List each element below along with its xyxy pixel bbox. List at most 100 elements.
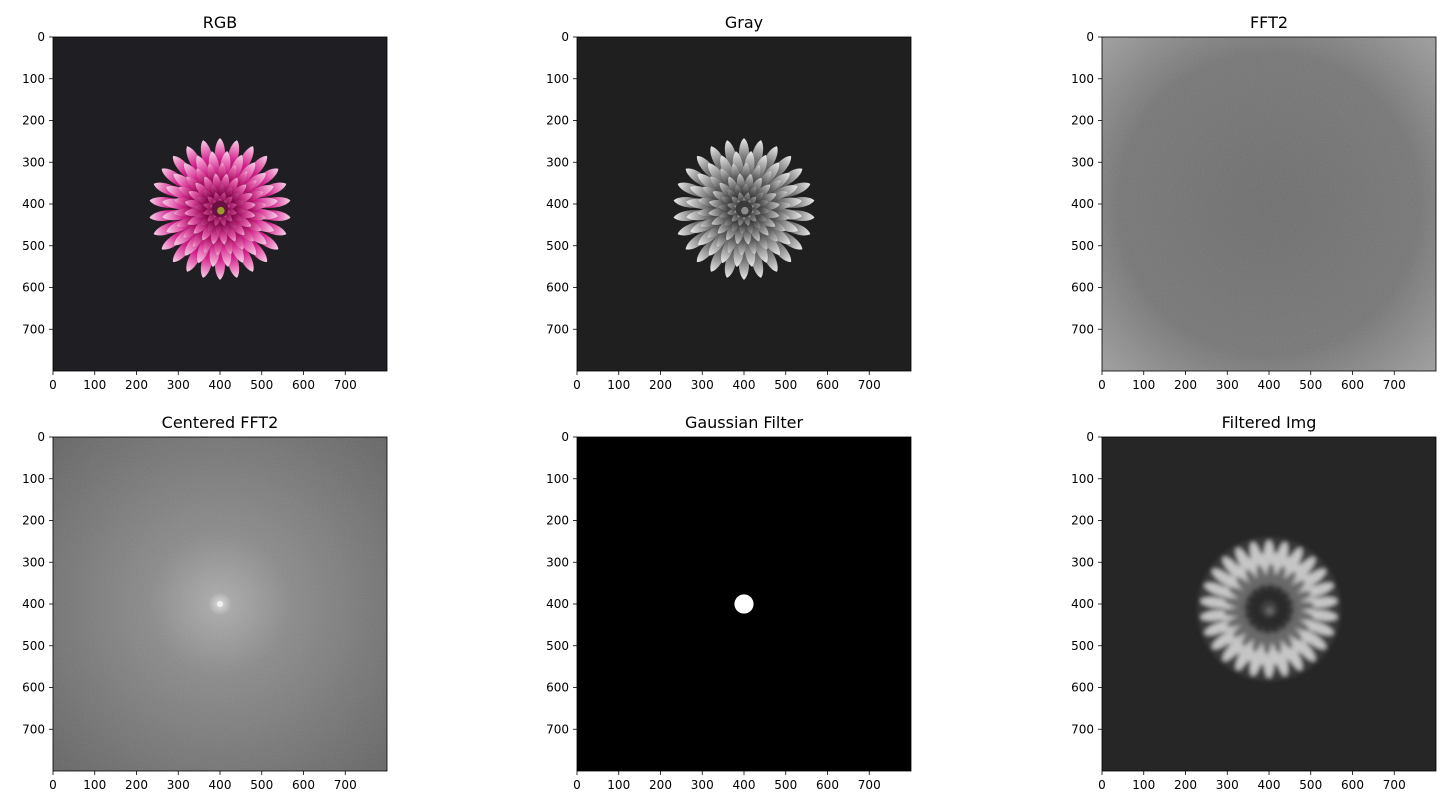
y-tick-label: 400 [22, 597, 45, 611]
x-tick-label: 0 [573, 778, 581, 792]
y-tick-label: 300 [22, 155, 45, 169]
x-tick-label: 300 [1216, 378, 1239, 392]
y-tick-label: 700 [22, 722, 45, 736]
panel-filtered-img: Filtered Img [1222, 413, 1317, 432]
y-tick-label: 300 [546, 555, 569, 569]
x-tick-label: 400 [1258, 378, 1281, 392]
x-tick-label: 300 [1216, 778, 1239, 792]
panel-gaussian-filter: Gaussian Filter [685, 413, 804, 432]
image-content [1102, 437, 1436, 771]
x-tick-label: 200 [125, 378, 148, 392]
y-tick-label: 0 [37, 30, 45, 44]
y-tick-label: 500 [22, 239, 45, 253]
x-tick-label: 300 [691, 778, 714, 792]
x-tick-label: 700 [858, 778, 881, 792]
image-content [577, 37, 911, 371]
panel-title: Gaussian Filter [685, 413, 804, 432]
y-tick-label: 200 [546, 514, 569, 528]
y-tick-label: 500 [546, 239, 569, 253]
y-tick-label: 200 [22, 514, 45, 528]
x-tick-label: 100 [83, 378, 106, 392]
y-tick-label: 200 [1071, 514, 1094, 528]
x-tick-label: 700 [858, 378, 881, 392]
y-tick-label: 100 [546, 472, 569, 486]
x-tick-label: 400 [209, 378, 232, 392]
panel-title: RGB [203, 13, 238, 32]
y-tick-label: 700 [1071, 322, 1094, 336]
y-tick-label: 0 [37, 430, 45, 444]
y-tick-label: 200 [546, 114, 569, 128]
y-tick-label: 400 [546, 597, 569, 611]
y-tick-label: 100 [1071, 72, 1094, 86]
y-tick-label: 600 [1071, 281, 1094, 295]
y-tick-label: 200 [22, 114, 45, 128]
x-tick-label: 300 [167, 778, 190, 792]
x-tick-label: 400 [1258, 778, 1281, 792]
x-tick-label: 200 [649, 378, 672, 392]
x-tick-label: 600 [1341, 378, 1364, 392]
image-content [53, 437, 387, 771]
x-tick-label: 700 [1383, 378, 1406, 392]
x-tick-label: 500 [250, 778, 273, 792]
x-tick-label: 600 [1341, 778, 1364, 792]
x-tick-label: 100 [607, 778, 630, 792]
x-tick-label: 500 [1299, 378, 1322, 392]
y-tick-label: 300 [22, 555, 45, 569]
filter-disk [734, 594, 754, 614]
y-tick-label: 700 [546, 322, 569, 336]
y-tick-label: 300 [546, 155, 569, 169]
x-tick-label: 700 [334, 378, 357, 392]
y-tick-label: 500 [546, 639, 569, 653]
y-tick-label: 700 [22, 322, 45, 336]
y-tick-label: 400 [546, 197, 569, 211]
x-tick-label: 0 [49, 378, 57, 392]
y-tick-label: 400 [1071, 197, 1094, 211]
y-tick-label: 600 [546, 681, 569, 695]
x-tick-label: 500 [774, 778, 797, 792]
panel-title: FFT2 [1250, 13, 1288, 32]
y-tick-label: 500 [1071, 639, 1094, 653]
y-tick-label: 300 [1071, 555, 1094, 569]
y-tick-label: 500 [1071, 239, 1094, 253]
x-tick-label: 200 [1174, 378, 1197, 392]
y-tick-label: 700 [1071, 722, 1094, 736]
y-tick-label: 600 [22, 681, 45, 695]
x-tick-label: 600 [292, 378, 315, 392]
y-tick-label: 0 [1086, 30, 1094, 44]
x-tick-label: 500 [250, 378, 273, 392]
dc-peak [217, 601, 223, 607]
x-tick-label: 0 [1098, 378, 1106, 392]
y-tick-label: 300 [1071, 155, 1094, 169]
x-tick-label: 600 [292, 778, 315, 792]
y-tick-label: 100 [22, 72, 45, 86]
x-tick-label: 400 [209, 778, 232, 792]
x-tick-label: 200 [1174, 778, 1197, 792]
x-tick-label: 0 [49, 778, 57, 792]
panel-fft2: FFT2 [1250, 13, 1288, 32]
y-tick-label: 500 [22, 639, 45, 653]
y-tick-label: 400 [1071, 597, 1094, 611]
y-tick-label: 0 [1086, 430, 1094, 444]
x-tick-label: 400 [733, 378, 756, 392]
panel-centered-fft2: Centered FFT2 [162, 413, 279, 432]
x-tick-label: 700 [334, 778, 357, 792]
y-tick-label: 100 [1071, 472, 1094, 486]
panel-title: Gray [725, 13, 763, 32]
x-tick-label: 100 [607, 378, 630, 392]
x-tick-label: 200 [649, 778, 672, 792]
image-content [1102, 37, 1436, 371]
x-tick-label: 100 [1132, 778, 1155, 792]
blurred-flower [1197, 537, 1341, 681]
image-content [577, 437, 911, 771]
x-tick-label: 500 [1299, 778, 1322, 792]
y-tick-label: 200 [1071, 114, 1094, 128]
x-tick-label: 500 [774, 378, 797, 392]
image-content [53, 37, 387, 371]
y-tick-label: 0 [561, 430, 569, 444]
y-tick-label: 0 [561, 30, 569, 44]
x-tick-label: 100 [83, 778, 106, 792]
panel-gray: Gray [725, 13, 763, 32]
x-tick-label: 300 [167, 378, 190, 392]
panel-rgb: RGB [203, 13, 238, 32]
